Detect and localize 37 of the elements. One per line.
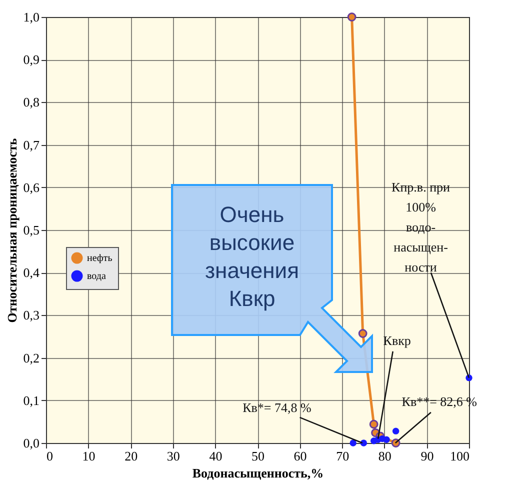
annotation: Квкр bbox=[383, 332, 411, 348]
y-tick-label: 0,9 bbox=[23, 52, 40, 68]
x-axis-title: Водонасыщенность,% bbox=[192, 466, 324, 480]
y-tick-label: 0,7 bbox=[23, 137, 40, 152]
x-tick-label: 50 bbox=[252, 448, 264, 464]
point bbox=[347, 12, 356, 22]
x-tick-label: 30 bbox=[166, 448, 180, 464]
legend-label: вода bbox=[87, 271, 106, 282]
y-tick-label: 0,0 bbox=[23, 436, 40, 450]
annotation: Кв*= 74,8 % bbox=[242, 400, 312, 416]
y-tick-label: 0,5 bbox=[23, 222, 40, 238]
x-tick-label: 70 bbox=[336, 448, 350, 464]
y-tick-label: 0,8 bbox=[23, 94, 40, 110]
x-tick-label: 100 bbox=[450, 448, 470, 464]
point bbox=[383, 436, 390, 443]
x-tick-label: 80 bbox=[378, 448, 392, 464]
point bbox=[350, 440, 356, 446]
x-tick-label: 40 bbox=[209, 448, 222, 464]
y-tick-label: 0,1 bbox=[23, 392, 40, 408]
y-axis-title: Относительная проницаемость bbox=[4, 138, 20, 323]
x-tick-label: 0 bbox=[46, 448, 53, 464]
y-tick-label: 1,0 bbox=[23, 10, 40, 24]
x-tick-label: 60 bbox=[294, 448, 307, 464]
x-tick-label: 10 bbox=[82, 448, 96, 464]
point bbox=[369, 420, 378, 429]
y-tick-label: 0,6 bbox=[23, 180, 40, 195]
point bbox=[360, 440, 368, 446]
point bbox=[392, 428, 400, 434]
y-tick-label: 0,2 bbox=[23, 350, 40, 366]
y-tick-label: 0,4 bbox=[23, 265, 40, 280]
annotation: Очень высокие значения Квкр bbox=[204, 202, 300, 311]
x-tick-label: 90 bbox=[420, 448, 434, 464]
point bbox=[358, 329, 368, 338]
legend-label: нефть bbox=[87, 253, 113, 264]
annotation: Кпр.в. при 100% водо- насыщен- ности bbox=[392, 179, 450, 274]
x-tick-label: 20 bbox=[124, 448, 138, 464]
y-tick-label: 0,3 bbox=[23, 308, 40, 323]
